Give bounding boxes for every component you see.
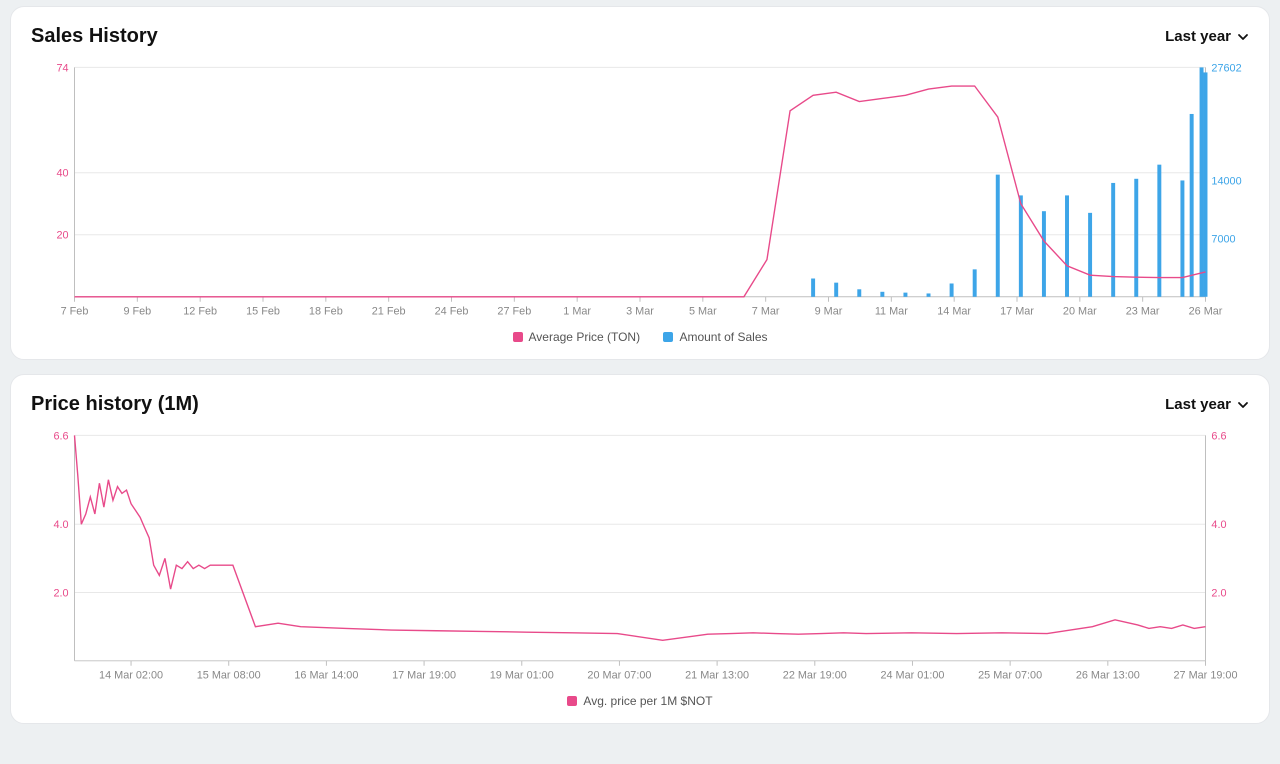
- svg-text:9 Mar: 9 Mar: [815, 306, 843, 318]
- svg-text:18 Feb: 18 Feb: [309, 306, 343, 318]
- svg-text:17 Mar: 17 Mar: [1000, 306, 1034, 318]
- svg-text:14 Mar 02:00: 14 Mar 02:00: [99, 670, 163, 682]
- svg-text:23 Mar: 23 Mar: [1126, 306, 1160, 318]
- svg-text:17 Mar 19:00: 17 Mar 19:00: [392, 670, 456, 682]
- legend-label-avg-price: Average Price (TON): [529, 330, 641, 344]
- svg-text:74: 74: [56, 62, 68, 74]
- svg-text:20 Mar 07:00: 20 Mar 07:00: [587, 670, 651, 682]
- svg-text:14 Mar: 14 Mar: [937, 306, 971, 318]
- svg-text:27 Feb: 27 Feb: [497, 306, 531, 318]
- svg-text:7 Mar: 7 Mar: [752, 306, 780, 318]
- svg-text:15 Feb: 15 Feb: [246, 306, 280, 318]
- svg-text:11 Mar: 11 Mar: [875, 306, 908, 318]
- svg-text:25 Mar 07:00: 25 Mar 07:00: [978, 670, 1042, 682]
- svg-text:21 Feb: 21 Feb: [372, 306, 406, 318]
- sales-history-title: Sales History: [31, 25, 158, 48]
- price-history-title: Price history (1M): [31, 393, 199, 416]
- svg-text:7 Feb: 7 Feb: [61, 306, 89, 318]
- svg-text:6.6: 6.6: [1211, 430, 1226, 442]
- svg-text:24 Mar 01:00: 24 Mar 01:00: [880, 670, 944, 682]
- sales-history-header: Sales History Last year: [31, 25, 1249, 48]
- svg-text:26 Mar: 26 Mar: [1189, 306, 1223, 318]
- legend-label-amount-sales: Amount of Sales: [679, 330, 767, 344]
- svg-text:19 Mar 01:00: 19 Mar 01:00: [490, 670, 554, 682]
- svg-text:15 Mar 08:00: 15 Mar 08:00: [197, 670, 261, 682]
- sales-history-legend: Average Price (TON) Amount of Sales: [31, 330, 1249, 345]
- sales-history-panel: Sales History Last year 2040747000140002…: [10, 6, 1270, 360]
- legend-item-avg-price: Average Price (TON): [513, 330, 641, 344]
- legend-swatch-amount-sales: [663, 332, 673, 342]
- svg-text:20 Mar: 20 Mar: [1063, 306, 1097, 318]
- svg-text:2.0: 2.0: [53, 587, 68, 599]
- legend-item-amount-sales: Amount of Sales: [663, 330, 767, 344]
- svg-text:5 Mar: 5 Mar: [689, 306, 717, 318]
- chevron-down-icon: [1237, 31, 1249, 43]
- sales-history-range-label: Last year: [1165, 28, 1231, 45]
- price-history-header: Price history (1M) Last year: [31, 393, 1249, 416]
- svg-text:26 Mar 13:00: 26 Mar 13:00: [1076, 670, 1140, 682]
- price-history-range-label: Last year: [1165, 396, 1231, 413]
- svg-text:40: 40: [56, 168, 68, 180]
- svg-text:20: 20: [56, 230, 68, 242]
- svg-text:12 Feb: 12 Feb: [183, 306, 217, 318]
- svg-text:9 Feb: 9 Feb: [123, 306, 151, 318]
- legend-swatch-avg-price: [513, 332, 523, 342]
- legend-swatch-avg-price-not: [567, 696, 577, 706]
- sales-history-range-picker[interactable]: Last year: [1165, 28, 1249, 45]
- svg-text:7000: 7000: [1211, 234, 1235, 246]
- chevron-down-icon: [1237, 399, 1249, 411]
- price-history-panel: Price history (1M) Last year 2.04.06.62.…: [10, 374, 1270, 724]
- svg-text:22 Mar 19:00: 22 Mar 19:00: [783, 670, 847, 682]
- svg-text:27602: 27602: [1211, 62, 1241, 74]
- svg-text:4.0: 4.0: [53, 519, 68, 531]
- svg-text:2.0: 2.0: [1211, 587, 1226, 599]
- legend-label-avg-price-not: Avg. price per 1M $NOT: [583, 694, 712, 708]
- svg-text:14000: 14000: [1211, 175, 1241, 187]
- price-history-legend: Avg. price per 1M $NOT: [31, 694, 1249, 709]
- svg-text:6.6: 6.6: [53, 430, 68, 442]
- svg-text:16 Mar 14:00: 16 Mar 14:00: [294, 670, 358, 682]
- sales-history-chart: 20 40 74 7000 14000 27602 7 Feb 9 Feb 12 Feb 15 F…: [31, 58, 1249, 324]
- svg-text:3 Mar: 3 Mar: [626, 306, 654, 318]
- svg-text:21 Mar 13:00: 21 Mar 13:00: [685, 670, 749, 682]
- legend-item-avg-price-not: Avg. price per 1M $NOT: [567, 694, 712, 708]
- svg-text:27 Mar 19:00: 27 Mar 19:00: [1174, 670, 1238, 682]
- svg-text:1 Mar: 1 Mar: [563, 306, 591, 318]
- price-history-range-picker[interactable]: Last year: [1165, 396, 1249, 413]
- svg-text:4.0: 4.0: [1211, 519, 1226, 531]
- price-history-chart: 2.0 4.0 6.6 2.0 4.0 6.6 14 Mar 02:00 15 Mar 08:…: [31, 426, 1249, 688]
- svg-text:24 Feb: 24 Feb: [435, 306, 469, 318]
